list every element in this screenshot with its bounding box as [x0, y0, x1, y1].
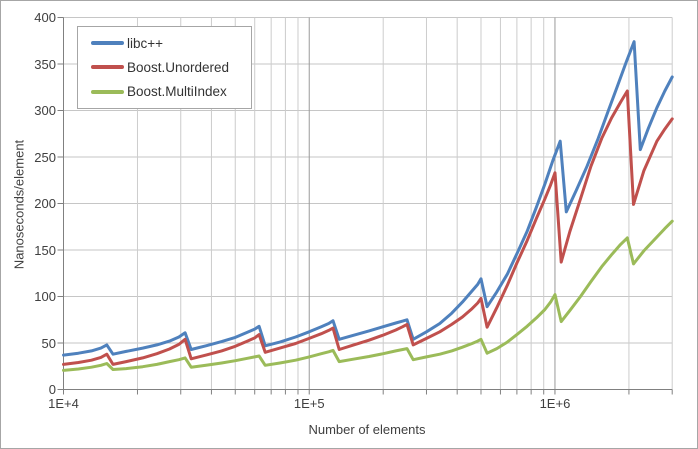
legend-line-swatch-boost-multiindex — [91, 89, 124, 94]
y-tick-label: 300 — [34, 103, 56, 118]
legend-line-swatch-libcpp — [91, 41, 124, 46]
legend-item-boost-unordered: Boost.Unordered — [91, 60, 251, 75]
legend-label-libcpp: libc++ — [127, 35, 164, 51]
y-tick-label: 350 — [34, 56, 56, 72]
x-tick-label: 1E+5 — [293, 396, 325, 411]
x-tick-label: 1E+4 — [48, 396, 79, 411]
x-tick-label: 1E+6 — [539, 396, 571, 411]
y-tick-label: 0 — [48, 382, 56, 397]
legend-item-libcpp: libc++ — [91, 36, 251, 51]
legend-label-boost-multiindex: Boost.MultiIndex — [127, 84, 227, 100]
y-tick-label: 100 — [34, 289, 56, 304]
y-axis-title: Nanoseconds/element — [11, 139, 27, 270]
y-tick-label: 250 — [34, 149, 56, 165]
y-tick-label: 200 — [34, 196, 56, 211]
series-line-boost-multiindex — [62, 219, 674, 372]
legend: libc++ Boost.Unordered Boost.MultiIndex — [77, 26, 252, 109]
y-tick-label: 400 — [34, 10, 56, 25]
legend-line-swatch-boost-unordered — [91, 65, 124, 70]
y-tick-label: 150 — [34, 242, 56, 258]
legend-item-boost-multiindex: Boost.MultiIndex — [91, 84, 251, 99]
y-tick-label: 50 — [41, 335, 56, 351]
series-line-boost-unordered — [62, 89, 674, 366]
series-line-libc- — [62, 40, 674, 357]
legend-label-boost-unordered: Boost.Unordered — [127, 59, 230, 75]
x-axis-title: Number of elements — [308, 422, 426, 437]
